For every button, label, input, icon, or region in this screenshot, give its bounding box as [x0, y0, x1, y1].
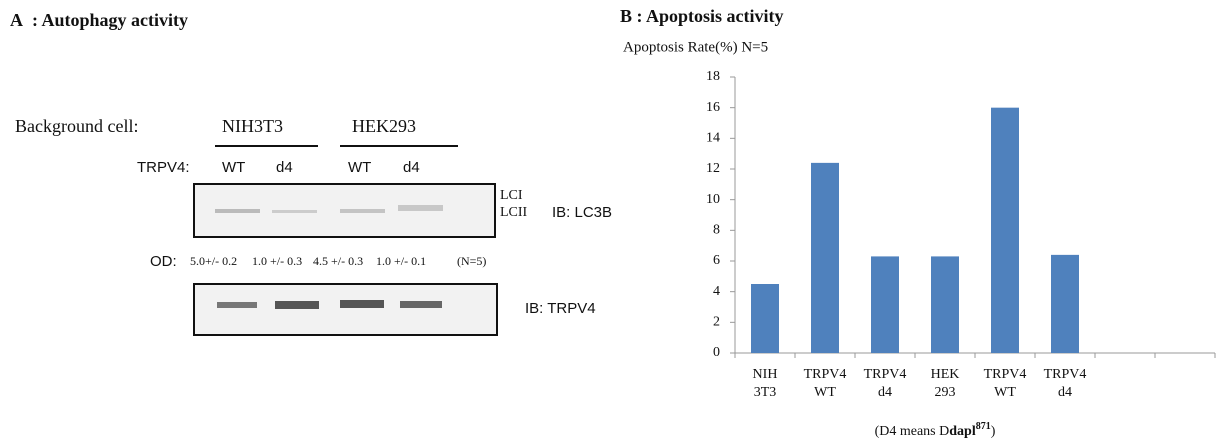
y-axis-label: Apoptosis Rate(%) N=5 [623, 39, 768, 55]
bar [871, 256, 899, 353]
bar [751, 284, 779, 353]
lane-label: d4 [276, 159, 293, 176]
od-value: 5.0+/- 0.2 [190, 254, 237, 268]
od-label: OD: [150, 253, 177, 270]
cell-line: HEK293 [352, 116, 416, 136]
x-tick-label: d4 [1058, 385, 1072, 400]
y-tick-label: 8 [713, 223, 720, 238]
band [275, 301, 319, 309]
blot-label: IB: TRPV4 [525, 300, 596, 317]
x-tick-label: TRPV4 [804, 367, 847, 382]
x-tick-label: WT [814, 385, 836, 400]
trpv4-label: TRPV4: [137, 159, 190, 176]
band [340, 209, 385, 213]
x-tick-label: 293 [935, 385, 956, 400]
note: (D4 means Ddapl871) [875, 421, 996, 439]
band [340, 300, 384, 308]
x-tick-label: 3T3 [754, 385, 777, 400]
band [400, 301, 442, 308]
x-tick-label: TRPV4 [984, 367, 1027, 382]
lane-label: WT [348, 159, 371, 176]
y-tick-label: 2 [713, 315, 720, 330]
band [272, 210, 317, 213]
y-tick-label: 16 [706, 100, 720, 115]
x-tick-label: TRPV4 [1044, 367, 1087, 382]
note-text: ) [991, 424, 996, 439]
blot [194, 284, 497, 335]
band-label: LCI [500, 188, 523, 203]
x-tick-label: d4 [878, 385, 892, 400]
blot-label: IB: LC3B [552, 204, 612, 221]
od-value: 4.5 +/- 0.3 [313, 254, 363, 268]
bar [931, 256, 959, 353]
y-tick-label: 4 [713, 284, 720, 299]
y-tick-label: 12 [706, 161, 720, 176]
figure: A : Autophagy activity Background cell: … [0, 0, 1220, 444]
note-text: 871 [976, 421, 991, 432]
lane-label: WT [222, 159, 245, 176]
x-tick-label: TRPV4 [864, 367, 907, 382]
cell-line: NIH3T3 [222, 116, 283, 136]
y-tick-label: 18 [706, 69, 720, 84]
band [217, 302, 257, 308]
x-tick-label: HEK [931, 367, 960, 382]
bar [1051, 255, 1079, 353]
x-tick-label: NIH [753, 367, 778, 382]
panel-a-title: A : Autophagy activity [10, 10, 188, 30]
bar [811, 163, 839, 353]
background-label: Background cell: [15, 116, 138, 136]
od-value: 1.0 +/- 0.1 [376, 254, 426, 268]
y-tick-label: 0 [713, 345, 720, 360]
band [398, 205, 443, 211]
y-tick-label: 14 [706, 131, 720, 146]
y-tick-label: 10 [706, 192, 720, 207]
band-label: LCII [500, 205, 528, 220]
od-value: (N=5) [457, 254, 486, 268]
note-text: dapl [949, 424, 976, 439]
band [215, 209, 260, 213]
note-text: (D4 means D [875, 424, 950, 439]
bar [991, 108, 1019, 353]
y-tick-label: 6 [713, 253, 720, 268]
chart-title: B : Apoptosis activity [620, 6, 784, 26]
x-tick-label: WT [994, 385, 1016, 400]
lane-label: d4 [403, 159, 420, 176]
od-value: 1.0 +/- 0.3 [252, 254, 302, 268]
